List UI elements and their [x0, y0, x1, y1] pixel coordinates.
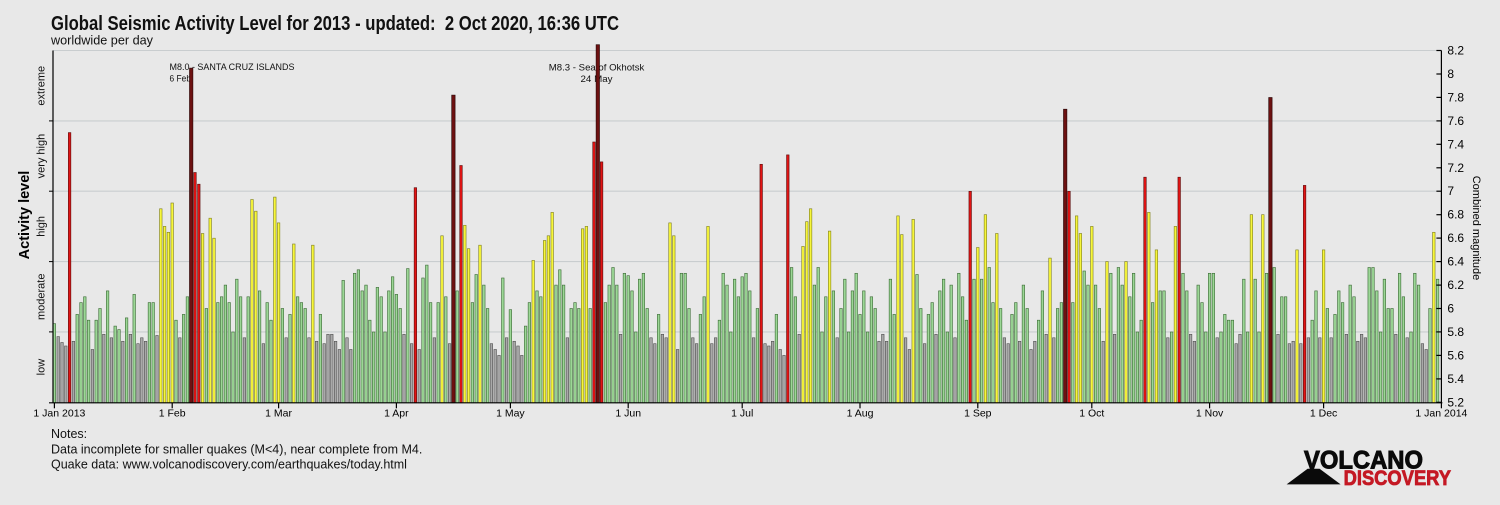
svg-text:Quake data: www.volcanodiscove: Quake data: www.volcanodiscovery.com/ear… — [51, 458, 407, 472]
svg-text:6 Feb: 6 Feb — [170, 74, 192, 85]
svg-text:1 Apr: 1 Apr — [384, 408, 409, 420]
svg-text:1 Jan 2014: 1 Jan 2014 — [1415, 408, 1467, 420]
svg-text:1 Sep: 1 Sep — [964, 408, 992, 420]
svg-text:7.8: 7.8 — [1447, 90, 1464, 104]
svg-text:1 Jun: 1 Jun — [615, 408, 641, 420]
svg-text:low: low — [36, 359, 48, 376]
svg-text:5.2: 5.2 — [1447, 395, 1464, 409]
svg-text:7.4: 7.4 — [1447, 137, 1464, 151]
svg-text:6.6: 6.6 — [1447, 231, 1464, 245]
svg-text:moderate: moderate — [36, 274, 48, 320]
svg-text:1 Jul: 1 Jul — [731, 408, 753, 420]
svg-text:1 May: 1 May — [496, 408, 525, 420]
svg-text:8.2: 8.2 — [1447, 44, 1464, 58]
svg-text:5.4: 5.4 — [1447, 372, 1464, 386]
svg-text:5.8: 5.8 — [1447, 325, 1464, 339]
svg-text:5.6: 5.6 — [1447, 348, 1464, 362]
svg-text:6.8: 6.8 — [1447, 208, 1464, 222]
svg-text:6.2: 6.2 — [1447, 278, 1464, 292]
svg-text:8: 8 — [1447, 67, 1454, 81]
svg-text:1 Nov: 1 Nov — [1196, 408, 1224, 420]
svg-text:Data incomplete for smaller qu: Data incomplete for smaller quakes (M<4)… — [51, 443, 422, 457]
svg-text:1 Dec: 1 Dec — [1310, 408, 1337, 420]
svg-text:Activity level: Activity level — [17, 171, 33, 260]
svg-text:1 Oct: 1 Oct — [1079, 408, 1104, 420]
svg-text:6.4: 6.4 — [1447, 255, 1464, 269]
svg-text:M8.0 - SANTA CRUZ ISLANDS: M8.0 - SANTA CRUZ ISLANDS — [170, 62, 295, 73]
svg-text:VOLCANO: VOLCANO — [1304, 447, 1423, 475]
svg-text:DISCOVERY: DISCOVERY — [1344, 467, 1451, 490]
svg-text:7: 7 — [1447, 184, 1454, 198]
svg-text:1 Mar: 1 Mar — [265, 408, 292, 420]
svg-text:worldwide per day: worldwide per day — [50, 34, 154, 48]
svg-text:extreme: extreme — [36, 66, 48, 106]
svg-text:1 Jan 2013: 1 Jan 2013 — [33, 408, 85, 420]
svg-text:very high: very high — [36, 134, 48, 179]
svg-text:1 Feb: 1 Feb — [159, 408, 186, 420]
svg-text:high: high — [36, 216, 48, 237]
svg-text:6: 6 — [1447, 302, 1454, 316]
svg-text:7.2: 7.2 — [1447, 161, 1464, 175]
svg-text:7.6: 7.6 — [1447, 114, 1464, 128]
svg-text:Combined magnitude: Combined magnitude — [1470, 176, 1482, 281]
svg-text:Notes:: Notes: — [51, 427, 87, 441]
svg-text:1 Aug: 1 Aug — [847, 408, 874, 420]
svg-text:Global Seismic Activity Level: Global Seismic Activity Level for 2013 -… — [51, 12, 619, 35]
